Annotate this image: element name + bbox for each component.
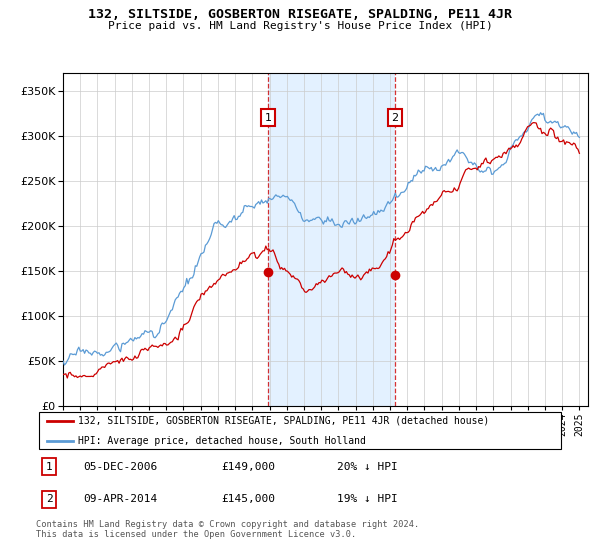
- Text: HPI: Average price, detached house, South Holland: HPI: Average price, detached house, Sout…: [78, 436, 366, 446]
- FancyBboxPatch shape: [38, 413, 562, 449]
- Text: 132, SILTSIDE, GOSBERTON RISEGATE, SPALDING, PE11 4JR (detached house): 132, SILTSIDE, GOSBERTON RISEGATE, SPALD…: [78, 416, 490, 426]
- Text: 09-APR-2014: 09-APR-2014: [83, 494, 158, 505]
- Text: 132, SILTSIDE, GOSBERTON RISEGATE, SPALDING, PE11 4JR: 132, SILTSIDE, GOSBERTON RISEGATE, SPALD…: [88, 8, 512, 21]
- Text: 05-DEC-2006: 05-DEC-2006: [83, 461, 158, 472]
- Text: Contains HM Land Registry data © Crown copyright and database right 2024.
This d: Contains HM Land Registry data © Crown c…: [36, 520, 419, 539]
- Text: 2: 2: [391, 113, 398, 123]
- Text: 1: 1: [265, 113, 272, 123]
- Text: 2: 2: [46, 494, 53, 505]
- Text: 1: 1: [46, 461, 53, 472]
- Bar: [268, 73, 395, 406]
- Text: £149,000: £149,000: [221, 461, 275, 472]
- Text: Price paid vs. HM Land Registry's House Price Index (HPI): Price paid vs. HM Land Registry's House …: [107, 21, 493, 31]
- Text: 20% ↓ HPI: 20% ↓ HPI: [337, 461, 398, 472]
- Text: 19% ↓ HPI: 19% ↓ HPI: [337, 494, 398, 505]
- Text: £145,000: £145,000: [221, 494, 275, 505]
